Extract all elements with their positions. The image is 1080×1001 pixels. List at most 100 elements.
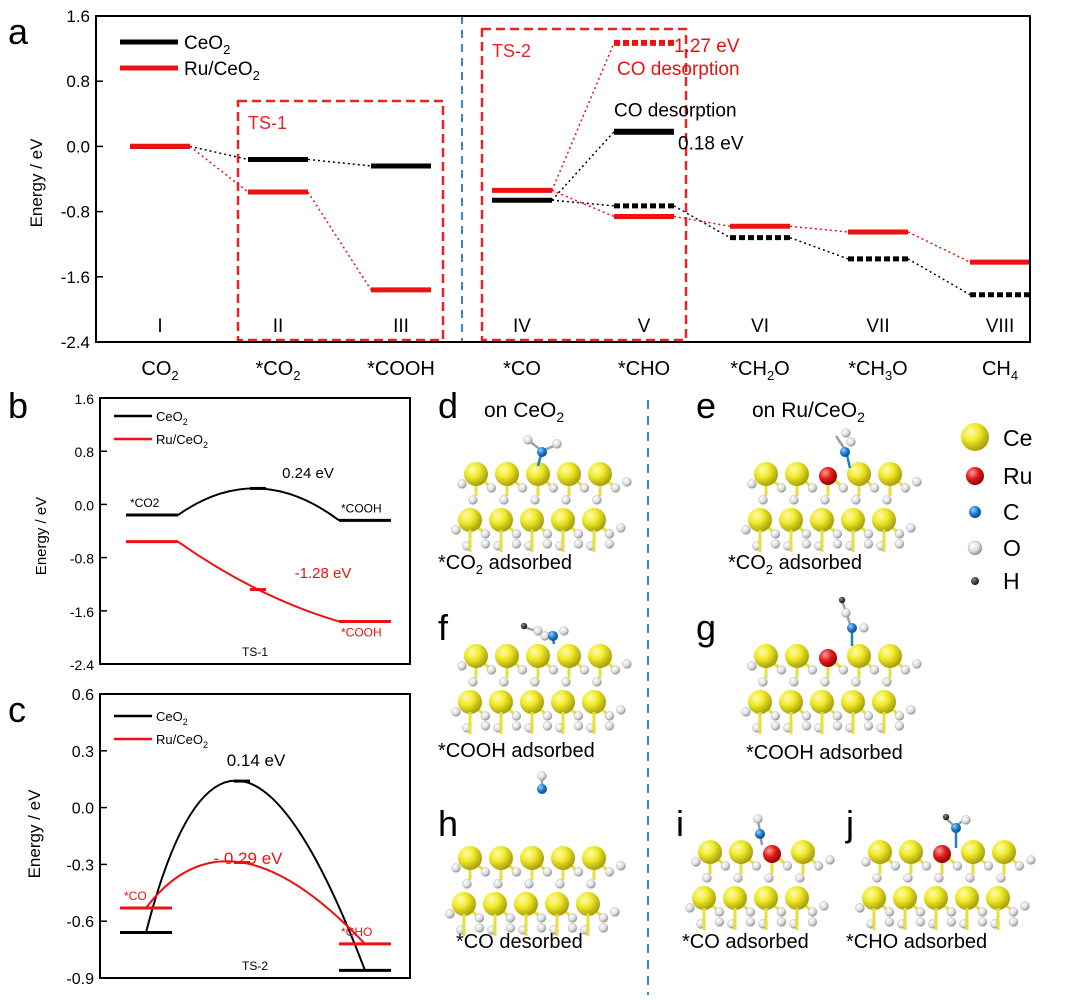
ytick-label: -2.4	[61, 333, 90, 352]
chart-xlabel: TS-1	[242, 645, 268, 659]
chart-b-ylabel: Energy / eV	[33, 497, 50, 575]
oxygen-atom	[462, 879, 472, 889]
cerium-atom	[754, 462, 778, 486]
legend-h-atom-icon	[971, 577, 979, 585]
oxygen-atom	[807, 483, 818, 493]
oxygen-atom	[915, 907, 926, 917]
oxygen-atom	[536, 923, 547, 933]
cerium-atom	[495, 462, 519, 486]
chart-xlabel: TS-2	[242, 959, 268, 973]
cerium-atom	[582, 690, 606, 714]
oxygen-atom	[859, 623, 869, 633]
category-label: *CO	[503, 358, 541, 380]
final-state-label: *COOH	[341, 625, 382, 639]
chart-c: Energy / eV 0.6 0.3 0.0 -0.3 -0.6 -0.9 0.14 e…	[25, 687, 411, 988]
desorption-value-label: 0.18 eV	[678, 134, 744, 155]
oxygen-atom	[714, 917, 725, 927]
structure-d-title: on CeO2	[484, 399, 564, 425]
ytick-label: 1.6	[66, 7, 90, 26]
hydrogen-atom	[520, 622, 528, 630]
structure-j-caption: *CHO adsorbed	[846, 931, 987, 953]
oxygen-atom	[946, 917, 957, 927]
carbon-atom	[537, 447, 547, 457]
connector-line	[551, 189, 615, 218]
oxygen-atom	[610, 483, 621, 493]
oxygen-atom	[832, 721, 843, 731]
oxygen-atom	[480, 529, 491, 539]
cerium-atom	[779, 690, 803, 714]
oxygen-atom	[1026, 855, 1036, 865]
initial-state-label: *CO2	[130, 496, 160, 510]
ytick-label: -2.4	[70, 657, 94, 673]
cerium-atom	[557, 644, 581, 668]
oxygen-atom	[832, 529, 843, 539]
oxygen-atom	[855, 903, 865, 913]
category-label: *CH3O	[848, 358, 907, 383]
oxygen-atom	[480, 539, 491, 549]
roman-label: VI	[751, 316, 769, 337]
oxygen-atom	[685, 903, 695, 913]
connector-line	[789, 236, 849, 260]
cerium-atom	[483, 892, 507, 916]
oxygen-atom	[457, 661, 467, 671]
cerium-atom	[526, 462, 550, 486]
oxygen-atom	[861, 857, 871, 867]
structure-g	[741, 596, 922, 734]
oxygen-atom	[825, 855, 835, 865]
cerium-atom	[489, 508, 513, 532]
oxygen-atom	[561, 495, 571, 505]
cerium-atom	[754, 644, 778, 668]
structure-i	[685, 814, 835, 930]
final-state-label: *CHO	[341, 925, 372, 939]
oxygen-atom	[511, 711, 522, 721]
oxygen-atom	[841, 608, 851, 618]
oxygen-atom	[559, 626, 569, 636]
oxygen-atom	[573, 711, 584, 721]
oxygen-atom	[819, 901, 829, 911]
cerium-atom	[551, 508, 575, 532]
oxygen-atom	[511, 539, 522, 549]
oxygen-atom	[965, 873, 975, 883]
legend-o-label: O	[1003, 535, 1021, 561]
reaction-path-curve	[145, 779, 366, 971]
connector-line	[673, 205, 731, 239]
cerium-atom	[576, 892, 600, 916]
oxygen-atom	[776, 917, 787, 927]
oxygen-atom	[733, 873, 743, 883]
oxygen-atom	[921, 861, 932, 871]
ytick-label: -0.9	[66, 971, 94, 988]
ruthenium-atom	[933, 845, 951, 863]
oxygen-atom	[795, 873, 805, 883]
oxygen-atom	[801, 711, 812, 721]
oxygen-atom	[474, 913, 485, 923]
oxygen-atom	[480, 721, 491, 731]
oxygen-atom	[480, 867, 491, 877]
oxygen-atom	[610, 665, 621, 675]
legend-c-label: C	[1003, 499, 1020, 525]
oxygen-atom	[567, 923, 578, 933]
category-label: CH4	[982, 358, 1018, 383]
oxygen-atom	[838, 483, 849, 493]
oxygen-atom	[882, 677, 892, 687]
oxygen-atom	[952, 861, 963, 871]
roman-label: II	[273, 316, 284, 337]
oxygen-atom	[884, 907, 895, 917]
oxygen-atom	[912, 477, 922, 487]
cerium-atom	[729, 840, 753, 864]
roman-label: III	[393, 316, 409, 337]
oxygen-atom	[451, 863, 461, 873]
cerium-atom	[841, 690, 865, 714]
oxygen-atom	[758, 677, 768, 687]
oxygen-atom	[770, 711, 781, 721]
carbon-atom	[840, 447, 850, 457]
oxygen-atom	[863, 539, 874, 549]
legend-label: CeO2	[184, 33, 230, 57]
structure-e	[741, 428, 922, 552]
oxygen-atom	[592, 677, 602, 687]
panel-label-h: h	[438, 803, 458, 844]
cerium-atom	[545, 892, 569, 916]
oxygen-atom	[702, 873, 712, 883]
oxygen-atom	[912, 659, 922, 669]
oxygen-atom	[764, 873, 774, 883]
chart-c-ylabel: Energy / eV	[25, 789, 44, 878]
